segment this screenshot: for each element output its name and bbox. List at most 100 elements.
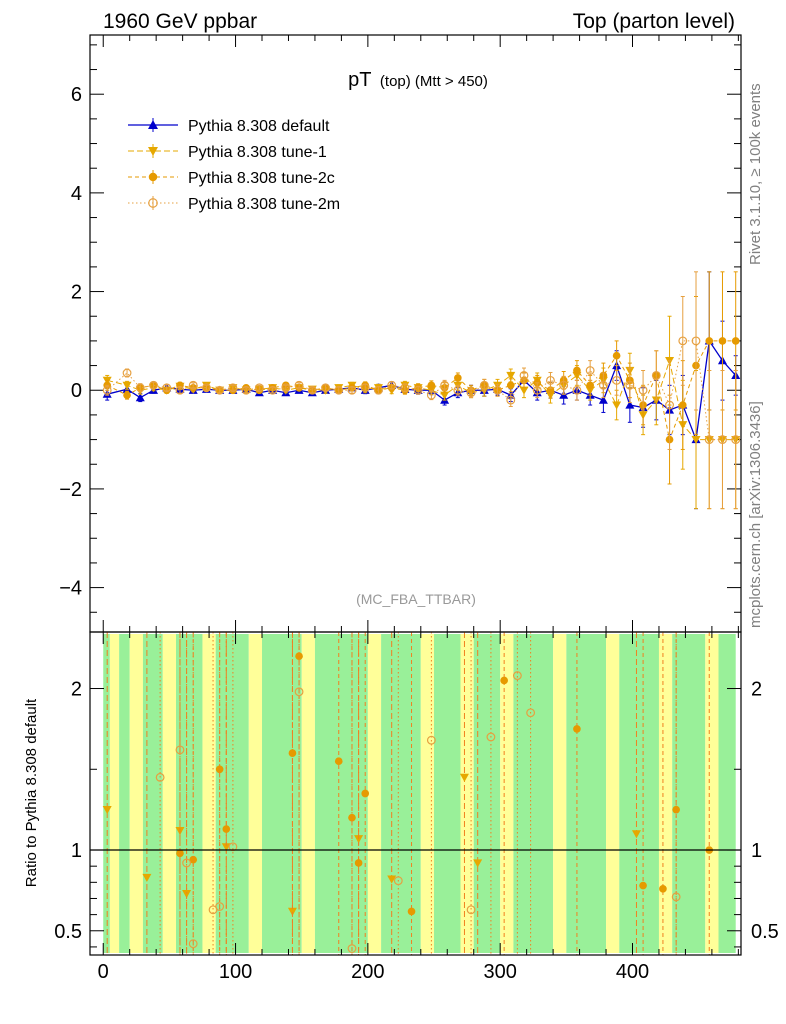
data-point bbox=[162, 383, 172, 393]
data-point bbox=[519, 371, 529, 380]
data-point bbox=[506, 381, 515, 390]
data-point bbox=[454, 374, 462, 382]
data-point bbox=[612, 401, 622, 410]
data-point bbox=[598, 395, 608, 404]
ratio-point bbox=[573, 725, 581, 733]
main-ytick-label: 6 bbox=[71, 84, 82, 106]
data-point bbox=[281, 383, 291, 393]
ratio-band bbox=[566, 634, 607, 953]
legend-label: Pythia 8.308 tune-1 bbox=[188, 144, 327, 161]
data-point bbox=[493, 385, 502, 395]
data-point bbox=[704, 435, 714, 445]
data-point bbox=[123, 391, 131, 399]
legend-label: Pythia 8.308 default bbox=[188, 118, 330, 135]
data-point bbox=[202, 383, 211, 393]
data-point bbox=[691, 435, 701, 445]
main-series-3 bbox=[102, 271, 741, 510]
ratio-point bbox=[182, 858, 192, 868]
ratio-band bbox=[142, 634, 163, 953]
ratio-point bbox=[287, 907, 297, 916]
ratio-point bbox=[426, 735, 436, 745]
ratio-band bbox=[460, 634, 474, 953]
legend-marker bbox=[148, 172, 158, 182]
data-point bbox=[427, 381, 436, 390]
data-point bbox=[122, 381, 132, 390]
ratio-band bbox=[103, 634, 110, 953]
ratio-series-0 bbox=[102, 632, 641, 955]
ratio-band bbox=[129, 634, 143, 953]
ratio-ticks: 0.5 0.5 1 1 2 2 0 100 200 300 400 bbox=[54, 632, 779, 983]
legend: Pythia 8.308 default Pythia 8.308 tune-1 P… bbox=[128, 118, 340, 213]
data-point bbox=[374, 385, 383, 395]
data-point bbox=[440, 380, 450, 390]
ratio-band bbox=[705, 634, 719, 953]
data-point bbox=[546, 375, 555, 385]
ratio-point bbox=[387, 875, 397, 884]
ratio-y-axis-label: Ratio to Pythia 8.308 default bbox=[23, 698, 40, 887]
data-point bbox=[559, 380, 569, 390]
data-point bbox=[532, 385, 542, 395]
ratio-point bbox=[526, 708, 536, 718]
data-point bbox=[135, 393, 145, 402]
ratio-point bbox=[500, 676, 508, 685]
ratio-point bbox=[102, 806, 112, 815]
watermark-label: (MC_FBA_TTBAR) bbox=[356, 591, 476, 607]
data-point bbox=[175, 385, 185, 395]
xtick-label: 0 bbox=[98, 961, 109, 983]
data-point bbox=[691, 336, 701, 346]
ratio-band bbox=[162, 634, 177, 953]
data-point bbox=[678, 336, 688, 346]
ratio-series-layer bbox=[90, 632, 741, 955]
ratio-point bbox=[486, 732, 496, 742]
ratio-band bbox=[202, 634, 216, 953]
ratio-point bbox=[512, 671, 522, 681]
data-point bbox=[241, 385, 251, 395]
ratio-band bbox=[301, 634, 315, 953]
chart-title: pT (top) (Mtt > 450) bbox=[348, 69, 488, 91]
side-label-top: Rivet 3.1.10, ≥ 100k events bbox=[747, 83, 764, 265]
data-point bbox=[102, 385, 112, 395]
data-point bbox=[731, 337, 740, 345]
ratio-point bbox=[672, 805, 680, 814]
xtick-label: 100 bbox=[219, 961, 252, 983]
data-point bbox=[135, 383, 145, 393]
data-point bbox=[731, 435, 741, 445]
data-point bbox=[519, 386, 529, 395]
ratio-point bbox=[393, 876, 403, 886]
ratio-band bbox=[513, 634, 554, 953]
ratio-point bbox=[189, 855, 198, 864]
ratio-band bbox=[500, 634, 514, 953]
legend-marker bbox=[148, 147, 158, 156]
data-point bbox=[188, 380, 198, 390]
ratio-ytick-label-right: 0.5 bbox=[751, 921, 779, 943]
legend-label: Pythia 8.308 tune-2m bbox=[188, 196, 340, 213]
ratio-point bbox=[334, 757, 343, 766]
ratio-band bbox=[420, 634, 435, 953]
data-point bbox=[718, 435, 727, 445]
main-panel: −4 −2 0 2 4 6 pT (top) (Mtt > 450) (MC_FBA_TT… bbox=[59, 34, 742, 633]
data-point bbox=[586, 381, 594, 390]
data-point bbox=[400, 383, 410, 393]
data-point bbox=[572, 385, 582, 395]
data-point bbox=[387, 380, 397, 390]
data-point bbox=[559, 390, 569, 399]
main-ytick-label: 2 bbox=[71, 282, 82, 304]
data-point bbox=[228, 383, 238, 393]
data-point bbox=[149, 380, 158, 390]
main-series-1 bbox=[102, 315, 741, 510]
data-point bbox=[506, 371, 516, 380]
ratio-point bbox=[347, 944, 357, 953]
ratio-point bbox=[294, 687, 304, 697]
data-point bbox=[638, 385, 648, 395]
header-left: 1960 GeV ppbar bbox=[103, 10, 257, 33]
ratio-band bbox=[606, 634, 620, 953]
ratio-ytick-label-right: 2 bbox=[751, 679, 762, 701]
main-series-2 bbox=[103, 271, 740, 485]
data-point bbox=[254, 383, 264, 393]
main-ytick-label: 0 bbox=[71, 380, 82, 402]
data-point bbox=[612, 375, 622, 385]
ratio-ytick-label: 1 bbox=[71, 840, 82, 862]
ratio-point bbox=[631, 830, 641, 839]
ratio-band bbox=[619, 634, 659, 953]
